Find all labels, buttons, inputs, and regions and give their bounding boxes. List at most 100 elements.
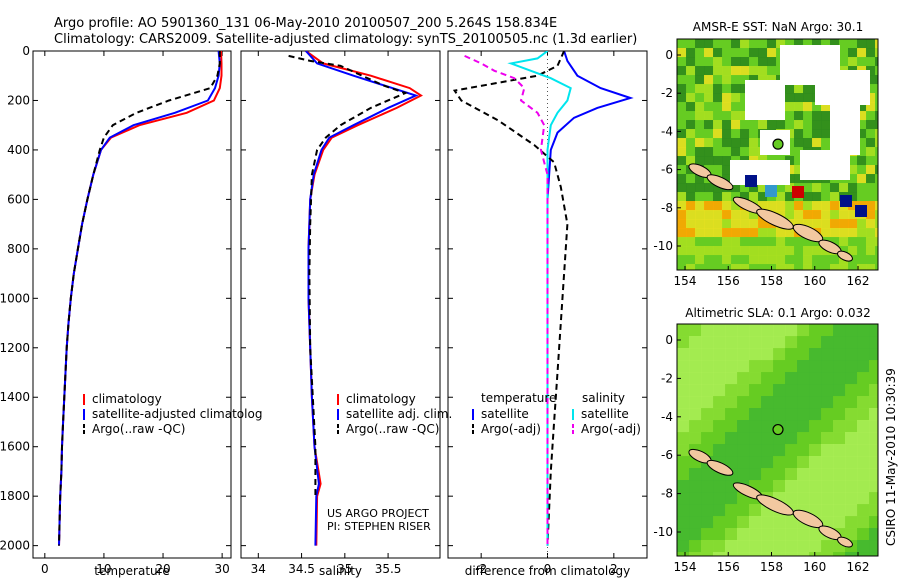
island-shape [837,250,853,262]
map-pixel [875,255,878,265]
map-pixel [758,237,768,247]
project-footnote: US ARGO PROJECT [327,507,429,520]
map-pixel [704,165,714,175]
map-pixel [875,111,878,121]
map-pixel [722,39,732,49]
map-pixel [875,174,878,184]
map-lon-label: 156 [717,560,740,574]
map-pixel [725,360,738,373]
map-pixel [776,192,786,202]
map-pixel [839,264,849,270]
map-pixel [875,165,878,175]
map-pixel [776,237,786,247]
map-pixel [722,102,732,112]
map-pixel [761,324,774,337]
map-pixel [866,66,876,76]
map-pixel [848,39,858,49]
map-pixel [785,192,795,202]
map-lat-label: -6 [661,163,673,177]
map-pixel [740,48,750,58]
map-pixel [848,174,858,184]
map-pixel [713,75,723,85]
no-data-patch [800,150,850,180]
map-pixel [833,372,846,385]
y-tick-label: 1600 [0,440,30,454]
map-pixel [704,48,714,58]
map-pixel [830,39,840,49]
map-pixel [833,492,846,505]
map-pixel [821,540,834,553]
map-pixel [785,237,795,247]
map-pixel [821,516,834,529]
map-pixel [833,336,846,349]
map-pixel [713,57,723,67]
map-pixel [809,456,822,469]
map-pixel [737,408,750,421]
map-pixel [677,456,690,469]
map-pixel [767,39,777,49]
map-pixel [785,228,795,238]
map-pixel [677,48,687,58]
map-pixel [848,246,858,256]
series-line-climatology [305,51,423,546]
map-pixel [875,156,878,166]
map-pixel [749,456,762,469]
map-pixel [857,165,867,175]
salinity-legend-label: Argo(..raw -QC) [346,422,439,436]
map-pixel [695,156,705,166]
salinity-legend-label: climatology [346,392,416,406]
map-pixel [845,396,858,409]
map-pixel [677,165,687,175]
map-pixel [701,324,714,337]
map-pixel [677,396,690,409]
map-pixel [812,138,822,148]
map-pixel [695,201,705,211]
map-pixel [749,516,762,529]
map-pixel [869,348,878,361]
map-pixel [713,255,723,265]
map-pixel [785,516,798,529]
map-pixel [749,183,759,193]
map-pixel [809,360,822,373]
map-pixel [725,528,738,541]
map-pixel [704,228,714,238]
map-pixel [794,129,804,139]
map-pixel [749,408,762,421]
map-lat-label: -2 [661,86,673,100]
map-pixel [686,228,696,238]
map-pixel [689,408,702,421]
map-pixel [857,147,867,157]
map-pixel [713,264,723,270]
map-pixel [761,552,774,556]
map-pixel [812,120,822,130]
map-pixel [725,336,738,349]
map-pixel [773,348,786,361]
map-pixel [704,237,714,247]
map-pixel [677,147,687,157]
sla-map: 154 156 158 160 162 0 -2 -4 -6 -8 -10 [653,323,879,574]
map-pixel [809,480,822,493]
map-pixel [704,111,714,121]
sst-map-title: AMSR-E SST: NaN Argo: 30.1 [693,20,863,34]
map-pixel [722,75,732,85]
map-pixel [857,48,867,58]
map-pixel [869,408,878,421]
map-pixel [749,48,759,58]
map-pixel [875,102,878,112]
map-pixel [869,468,878,481]
map-pixel [866,246,876,256]
map-pixel [809,432,822,445]
map-pixel [821,456,834,469]
map-pixel [758,57,768,67]
map-pixel [803,201,813,211]
map-pixel [833,432,846,445]
map-pixel [761,348,774,361]
map-pixel [848,48,858,58]
map-pixel [686,237,696,247]
no-data-patch [730,160,790,185]
map-pixel [821,324,834,337]
map-pixel [695,102,705,112]
map-pixel [737,336,750,349]
salinity-diff-legend-label: Argo(-adj) [581,422,641,436]
map-pixel [857,444,870,457]
